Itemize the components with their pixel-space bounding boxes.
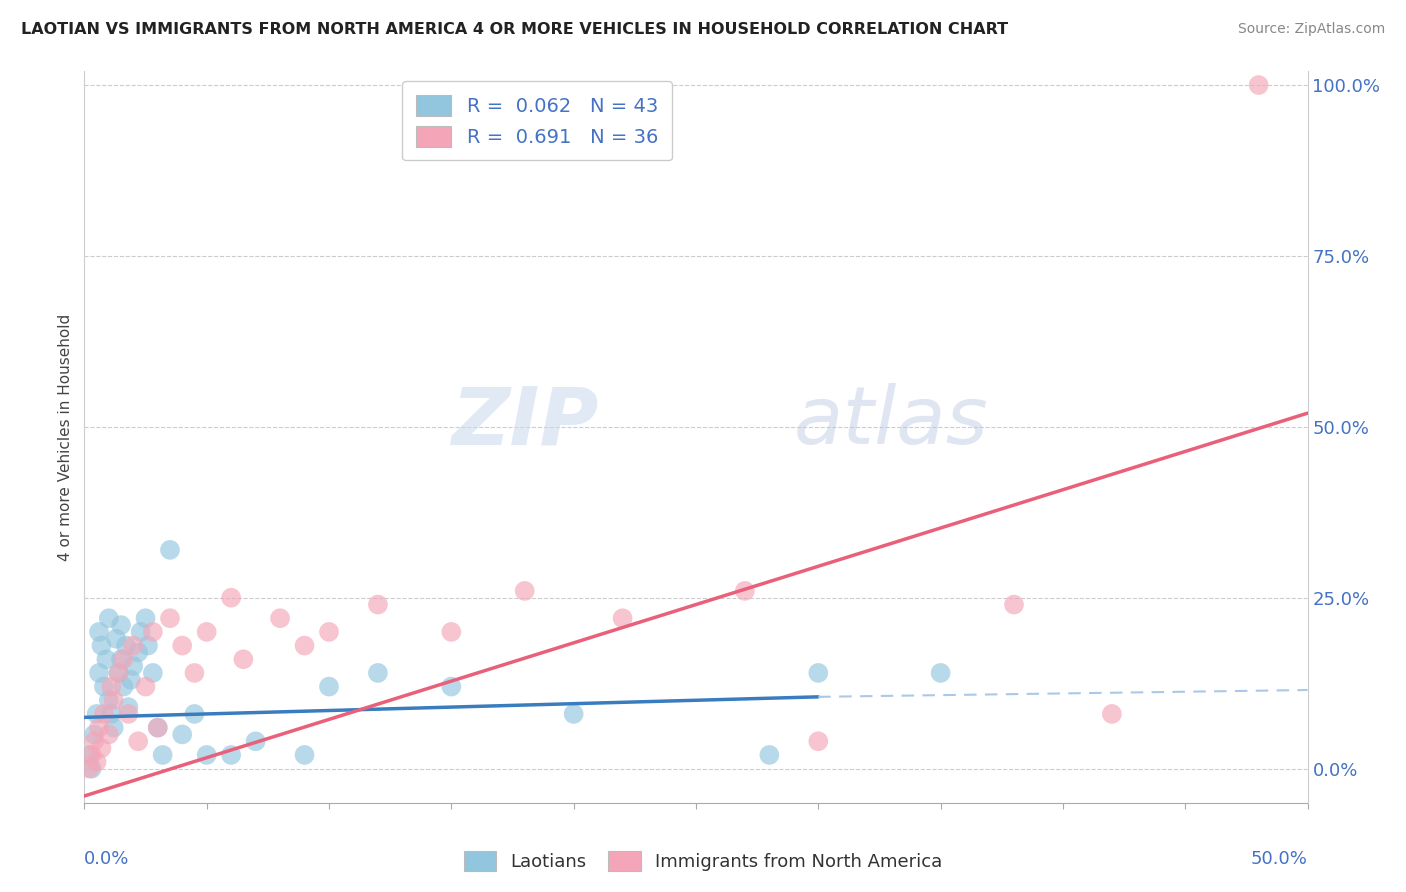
Point bbox=[269, 611, 291, 625]
Point bbox=[318, 624, 340, 639]
Point bbox=[87, 624, 110, 639]
Point bbox=[807, 665, 830, 680]
Point bbox=[159, 542, 181, 557]
Point bbox=[83, 734, 105, 748]
Point bbox=[93, 706, 115, 721]
Point bbox=[807, 734, 830, 748]
Point bbox=[152, 747, 174, 762]
Point bbox=[1247, 78, 1270, 92]
Point bbox=[172, 727, 194, 741]
Legend: Laotians, Immigrants from North America: Laotians, Immigrants from North America bbox=[457, 844, 949, 879]
Text: LAOTIAN VS IMMIGRANTS FROM NORTH AMERICA 4 OR MORE VEHICLES IN HOUSEHOLD CORRELA: LAOTIAN VS IMMIGRANTS FROM NORTH AMERICA… bbox=[21, 22, 1008, 37]
Point bbox=[129, 624, 152, 639]
Point bbox=[77, 762, 100, 776]
Point bbox=[245, 734, 267, 748]
Point bbox=[562, 706, 585, 721]
Point bbox=[112, 652, 135, 666]
Point bbox=[318, 680, 340, 694]
Point bbox=[734, 583, 756, 598]
Point bbox=[97, 693, 120, 707]
Text: ZIP: ZIP bbox=[451, 384, 598, 461]
Legend: R =  0.062   N = 43, R =  0.691   N = 36: R = 0.062 N = 43, R = 0.691 N = 36 bbox=[402, 81, 672, 161]
Point bbox=[96, 652, 118, 666]
Point bbox=[87, 721, 110, 735]
Point bbox=[136, 639, 159, 653]
Point bbox=[142, 624, 165, 639]
Point bbox=[367, 665, 389, 680]
Point bbox=[195, 747, 218, 762]
Point bbox=[294, 747, 316, 762]
Point bbox=[127, 734, 149, 748]
Point bbox=[1101, 706, 1123, 721]
Point bbox=[183, 665, 205, 680]
Point bbox=[172, 639, 194, 653]
Text: Source: ZipAtlas.com: Source: ZipAtlas.com bbox=[1237, 22, 1385, 37]
Point bbox=[219, 591, 242, 605]
Point bbox=[146, 721, 169, 735]
Point bbox=[103, 693, 125, 707]
Point bbox=[115, 639, 138, 653]
Point bbox=[87, 665, 110, 680]
Point bbox=[183, 706, 205, 721]
Point bbox=[90, 639, 112, 653]
Point bbox=[105, 632, 128, 646]
Point bbox=[135, 611, 157, 625]
Point bbox=[367, 598, 389, 612]
Point bbox=[929, 665, 952, 680]
Point bbox=[90, 741, 112, 756]
Point bbox=[142, 665, 165, 680]
Point bbox=[97, 727, 120, 741]
Point bbox=[612, 611, 634, 625]
Point bbox=[758, 747, 780, 762]
Point bbox=[195, 624, 218, 639]
Point bbox=[513, 583, 536, 598]
Point bbox=[294, 639, 316, 653]
Point bbox=[100, 706, 122, 721]
Point bbox=[146, 721, 169, 735]
Point bbox=[80, 747, 103, 762]
Point bbox=[117, 706, 139, 721]
Text: atlas: atlas bbox=[794, 384, 988, 461]
Point bbox=[219, 747, 242, 762]
Point bbox=[110, 618, 132, 632]
Point bbox=[127, 645, 149, 659]
Point bbox=[80, 762, 103, 776]
Point bbox=[120, 673, 142, 687]
Point bbox=[440, 624, 463, 639]
Point bbox=[122, 639, 145, 653]
Point bbox=[112, 680, 135, 694]
Point bbox=[86, 755, 108, 769]
Point bbox=[97, 611, 120, 625]
Point bbox=[440, 680, 463, 694]
Point bbox=[110, 652, 132, 666]
Point bbox=[100, 680, 122, 694]
Point bbox=[117, 700, 139, 714]
Point bbox=[93, 680, 115, 694]
Point bbox=[135, 680, 157, 694]
Point bbox=[83, 727, 105, 741]
Point bbox=[107, 665, 129, 680]
Text: 50.0%: 50.0% bbox=[1251, 850, 1308, 868]
Point bbox=[232, 652, 254, 666]
Text: 0.0%: 0.0% bbox=[84, 850, 129, 868]
Point bbox=[159, 611, 181, 625]
Point bbox=[107, 665, 129, 680]
Point bbox=[122, 659, 145, 673]
Point bbox=[103, 721, 125, 735]
Point bbox=[86, 706, 108, 721]
Point bbox=[1002, 598, 1025, 612]
Y-axis label: 4 or more Vehicles in Household: 4 or more Vehicles in Household bbox=[58, 313, 73, 561]
Point bbox=[77, 747, 100, 762]
